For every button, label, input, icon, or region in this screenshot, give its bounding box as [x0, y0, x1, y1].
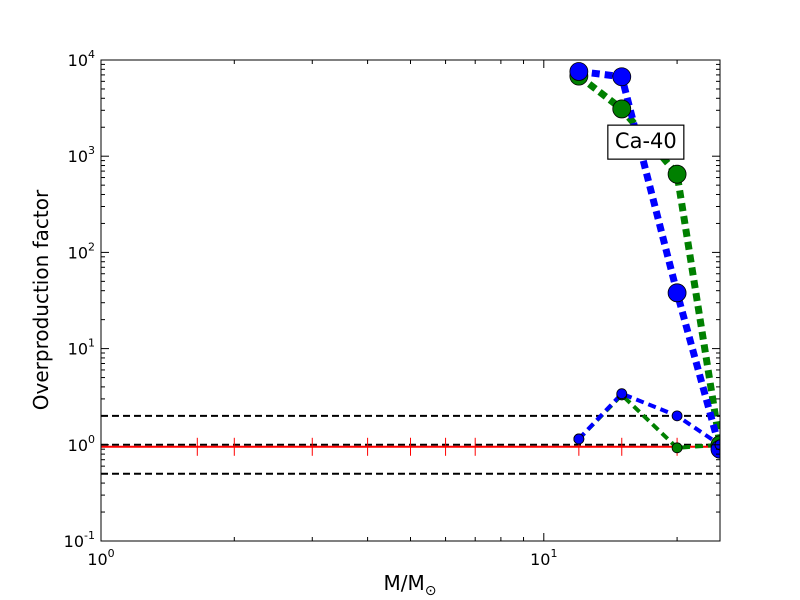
y-tick-label: 102 — [68, 240, 95, 262]
annotation-frame — [607, 124, 685, 160]
series-3-point — [671, 410, 683, 422]
x-tick-label: 100 — [87, 547, 114, 569]
series-0-point — [612, 99, 632, 119]
series-1-point — [569, 62, 589, 81]
y-tick-label: 100 — [68, 433, 95, 455]
y-axis-title: Overproduction factor — [29, 189, 53, 410]
y-tick-label: 103 — [68, 144, 95, 166]
annotation-label: Ca-40 — [615, 129, 677, 153]
series-3-point — [616, 388, 628, 400]
x-axis-title-main: M/M — [384, 571, 425, 595]
series-0-point — [667, 164, 687, 184]
x-axis-title: M/M⊙ — [384, 571, 437, 599]
annotation-box: Ca-40 — [607, 124, 685, 160]
y-tick-label: 104 — [68, 48, 95, 70]
x-axis-title-subscript: ⊙ — [425, 583, 437, 599]
series-3-point — [573, 433, 585, 445]
series-1-point — [667, 283, 687, 303]
series-line-3 — [577, 391, 720, 447]
y-tick-label: 101 — [68, 337, 95, 359]
series-2-point — [671, 442, 683, 454]
x-tick-label: 101 — [530, 547, 557, 569]
y-tick-label: 10-1 — [64, 529, 95, 551]
series-1-point — [612, 67, 632, 87]
